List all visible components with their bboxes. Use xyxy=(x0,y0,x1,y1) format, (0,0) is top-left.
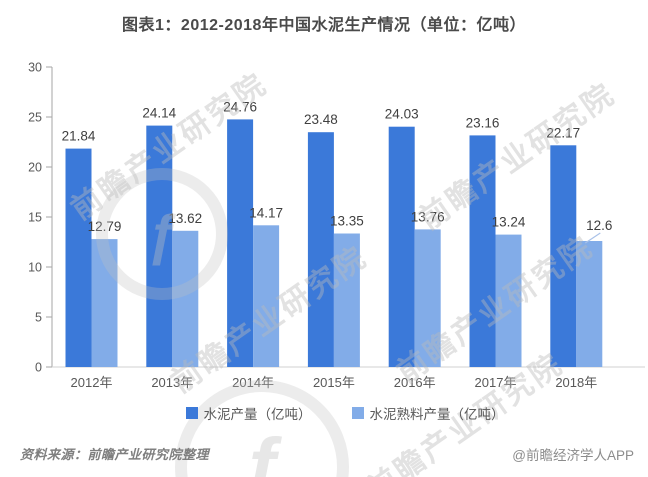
x-category-label: 2018年 xyxy=(555,375,597,390)
legend-item-clinker-output: 水泥熟料产量（亿吨） xyxy=(351,403,505,423)
bar-value-label: 13.35 xyxy=(330,214,364,229)
legend-label-clinker-output: 水泥熟料产量（亿吨） xyxy=(369,407,505,422)
legend-swatch-cement-output xyxy=(185,407,198,419)
bar-value-label: 23.48 xyxy=(304,112,338,127)
source-note: 资料来源：前瞻产业研究院整理 xyxy=(20,447,210,462)
legend-label-cement-output: 水泥产量（亿吨） xyxy=(203,407,312,422)
bar-clinker-2014年 xyxy=(253,225,280,367)
label-leader-line xyxy=(584,232,601,244)
bar-cement-2018年 xyxy=(550,145,577,367)
x-category-label: 2012年 xyxy=(71,375,113,390)
y-tick-label: 20 xyxy=(28,161,42,175)
chart-title: 图表1：2012-2018年中国水泥生产情况（单位：亿吨） xyxy=(122,17,526,34)
bar-value-label: 22.17 xyxy=(546,125,580,140)
y-tick-label: 25 xyxy=(28,111,42,125)
bar-value-label: 24.03 xyxy=(385,107,419,122)
x-category-label: 2017年 xyxy=(475,375,517,390)
bar-cement-2012年 xyxy=(65,148,92,367)
chart-legend: 水泥产量（亿吨） 水泥熟料产量（亿吨） xyxy=(52,403,638,423)
bar-value-label: 21.84 xyxy=(62,129,96,144)
bar-clinker-2018年 xyxy=(576,241,603,367)
bar-cement-2014年 xyxy=(227,119,254,368)
bar-clinker-2016年 xyxy=(414,229,441,367)
y-tick-label: 30 xyxy=(28,61,42,75)
bar-value-label: 24.76 xyxy=(223,99,257,114)
bar-value-label: 12.79 xyxy=(88,219,122,234)
x-category-label: 2015年 xyxy=(313,375,355,390)
bar-cement-2015年 xyxy=(307,132,334,367)
bar-value-label: 13.62 xyxy=(168,211,202,226)
bar-cement-2013年 xyxy=(146,125,173,367)
chart-footer: 资料来源：前瞻产业研究院整理 @前瞻经济学人APP xyxy=(0,442,648,466)
bar-clinker-2012年 xyxy=(91,239,118,367)
bar-clinker-2017年 xyxy=(495,234,522,367)
bar-value-label: 12.6 xyxy=(586,218,612,233)
bar-clinker-2015年 xyxy=(333,233,360,367)
y-tick-label: 10 xyxy=(28,261,42,275)
bar-value-label: 13.24 xyxy=(492,215,526,230)
bar-cement-2016年 xyxy=(388,126,415,367)
legend-item-cement-output: 水泥产量（亿吨） xyxy=(185,403,312,423)
x-category-label: 2013年 xyxy=(151,375,193,390)
bar-value-label: 23.16 xyxy=(466,115,500,130)
bar-clinker-2013年 xyxy=(172,230,199,367)
bar-value-label: 13.76 xyxy=(411,209,445,224)
y-tick-label: 5 xyxy=(35,311,42,325)
app-credit: @前瞻经济学人APP xyxy=(512,448,634,463)
bar-value-label: 24.14 xyxy=(142,106,176,121)
x-category-label: 2016年 xyxy=(394,375,436,390)
x-category-label: 2014年 xyxy=(232,375,274,390)
y-tick-label: 0 xyxy=(35,361,42,375)
bar-value-label: 14.17 xyxy=(249,205,283,220)
bar-cement-2017年 xyxy=(469,135,496,367)
legend-swatch-clinker-output xyxy=(351,407,364,419)
y-tick-label: 15 xyxy=(28,211,42,225)
